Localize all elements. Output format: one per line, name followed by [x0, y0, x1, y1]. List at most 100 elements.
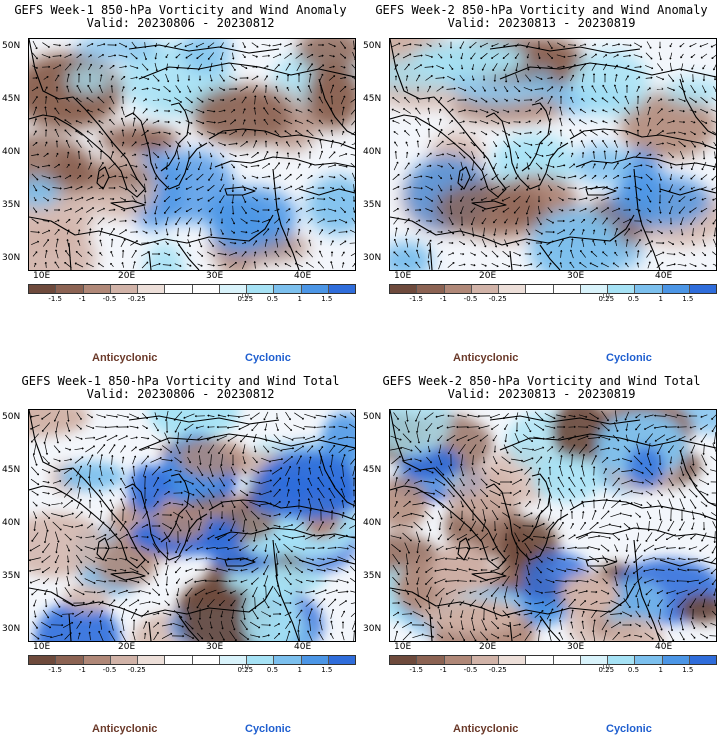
vorticity-map: [389, 409, 717, 642]
colorbar-segment: [471, 656, 499, 664]
vorticity-field-svg: [29, 39, 355, 270]
colorbar-segment: [110, 285, 138, 293]
colorbar-tick-label: -1.5: [409, 666, 424, 674]
vorticity-field-svg: [390, 410, 716, 641]
panel-valid-dates: Valid: 20230813 - 20230819: [447, 387, 636, 401]
colorbar-segment: [83, 656, 111, 664]
colorbar-tick-label: 1.5: [682, 295, 694, 303]
colorbar-segment: [499, 656, 527, 664]
colorbar-ticks: -1.5 -1 -0.5 -0.25 0.25 0.5 1 1.5: [389, 295, 715, 305]
lat-label: 30N: [2, 253, 21, 263]
colorbar-ticks: -1.5 -1 -0.5 -0.25 0.25 0.5 1 1.5: [389, 666, 715, 676]
colorbar-segment: [471, 285, 499, 293]
colorbar-tick-label: -0.25: [127, 666, 146, 674]
colorbar-tick-label: 1.5: [682, 666, 694, 674]
colorbar-segment: [165, 285, 193, 293]
lon-label: 40E: [655, 271, 673, 281]
colorbar-tick-label: -1: [439, 666, 447, 674]
colorbar-segment: [580, 656, 608, 664]
anticyclonic-label: Anticyclonic: [453, 723, 519, 735]
colorbar-unit: 10: [601, 292, 610, 300]
colorbar-segment: [29, 656, 57, 664]
colorbar-tick-label: -1.5: [48, 295, 63, 303]
colorbar-segment: [274, 285, 302, 293]
colorbar-segment: [247, 285, 275, 293]
colorbar-segment: [417, 285, 445, 293]
lat-label: 50N: [2, 412, 21, 422]
colorbar-tick-label: 0.25: [598, 295, 615, 303]
colorbar-segment: [301, 285, 329, 293]
colorbar: [389, 655, 717, 665]
vorticity-field-svg: [390, 39, 716, 270]
lon-label: 30E: [206, 271, 224, 281]
lon-label: 10E: [33, 642, 51, 652]
colorbar-segment: [390, 656, 418, 664]
panel-title: GEFS Week-1 850-hPa Vorticity and Wind T…: [21, 374, 340, 388]
lon-label: 20E: [479, 642, 497, 652]
colorbar-tick-label: 1: [297, 666, 302, 674]
lat-label: 35N: [2, 200, 21, 210]
panel-valid-dates: Valid: 20230813 - 20230819: [447, 16, 636, 30]
panel-title: GEFS Week-2 850-hPa Vorticity and Wind A…: [375, 3, 708, 17]
colorbar-tick-label: 0.25: [598, 666, 615, 674]
colorbar: [28, 284, 356, 294]
colorbar-segment: [192, 285, 220, 293]
lon-label: 40E: [294, 642, 312, 652]
colorbar-segment: [526, 656, 554, 664]
lon-label: 10E: [394, 642, 412, 652]
colorbar-segment: [662, 285, 690, 293]
lon-label: 10E: [33, 271, 51, 281]
lat-label: 50N: [363, 41, 382, 51]
lat-label: 50N: [2, 41, 21, 51]
colorbar-tick-label: -1: [78, 295, 86, 303]
colorbar-tick-label: 0.5: [627, 666, 640, 674]
panel-valid-dates: Valid: 20230806 - 20230812: [86, 16, 275, 30]
vorticity-map: [28, 38, 356, 271]
colorbar-segment: [56, 285, 84, 293]
colorbar-segment: [83, 285, 111, 293]
lat-label: 45N: [2, 94, 21, 104]
colorbar-segment: [499, 285, 527, 293]
colorbar-tick-label: 0.5: [627, 295, 640, 303]
colorbar-segment: [29, 285, 57, 293]
colorbar-tick-label: 0.25: [237, 295, 254, 303]
colorbar-segment: [219, 656, 247, 664]
lat-label: 40N: [363, 518, 382, 528]
lon-label: 20E: [479, 271, 497, 281]
colorbar: [28, 655, 356, 665]
lon-label: 30E: [567, 271, 585, 281]
colorbar-unit: 10: [240, 663, 249, 671]
colorbar-tick-label: -0.25: [488, 295, 507, 303]
lat-label: 40N: [2, 147, 21, 157]
lat-label: 45N: [2, 465, 21, 475]
lat-label: 30N: [363, 624, 382, 634]
colorbar-unit: 10: [240, 292, 249, 300]
colorbar: [389, 284, 717, 294]
anticyclonic-label: Anticyclonic: [453, 352, 519, 364]
lat-label: 50N: [363, 412, 382, 422]
colorbar-segment: [662, 656, 690, 664]
cyclonic-label: Cyclonic: [606, 723, 652, 735]
colorbar-tick-label: -0.5: [463, 666, 478, 674]
colorbar-tick-label: 0.5: [266, 295, 279, 303]
colorbar-tick-label: -1: [439, 295, 447, 303]
lat-label: 35N: [363, 571, 382, 581]
colorbar-segment: [165, 656, 193, 664]
lat-label: 30N: [2, 624, 21, 634]
lat-label: 35N: [363, 200, 382, 210]
colorbar-ticks: -1.5 -1 -0.5 -0.25 0.25 0.5 1 1.5: [28, 666, 354, 676]
colorbar-tick-label: 1: [658, 295, 663, 303]
cyclonic-label: Cyclonic: [245, 723, 291, 735]
colorbar-segment: [138, 285, 166, 293]
colorbar-tick-label: -1.5: [48, 666, 63, 674]
colorbar-tick-label: -0.5: [102, 295, 117, 303]
colorbar-tick-label: -0.5: [463, 295, 478, 303]
colorbar-segment: [56, 656, 84, 664]
colorbar-segment: [444, 285, 472, 293]
lat-label: 30N: [363, 253, 382, 263]
vorticity-map: [28, 409, 356, 642]
colorbar-unit: 10: [601, 663, 610, 671]
colorbar-ticks: -1.5 -1 -0.5 -0.25 0.25 0.5 1 1.5: [28, 295, 354, 305]
panel-title: GEFS Week-2 850-hPa Vorticity and Wind T…: [382, 374, 701, 388]
colorbar-segment: [274, 656, 302, 664]
